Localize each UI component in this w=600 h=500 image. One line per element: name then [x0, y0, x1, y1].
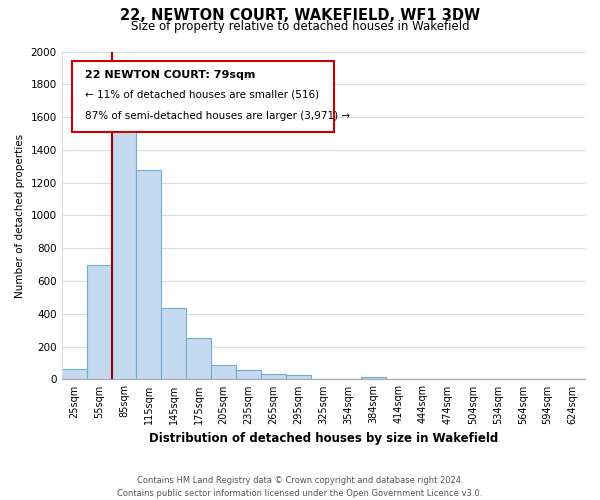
X-axis label: Distribution of detached houses by size in Wakefield: Distribution of detached houses by size …: [149, 432, 498, 445]
Bar: [161, 308, 186, 380]
Text: Size of property relative to detached houses in Wakefield: Size of property relative to detached ho…: [131, 20, 469, 33]
Bar: [86, 264, 112, 380]
Bar: [261, 374, 286, 380]
Bar: [186, 338, 211, 380]
Text: ← 11% of detached houses are smaller (516): ← 11% of detached houses are smaller (51…: [85, 89, 319, 99]
Bar: [62, 369, 86, 380]
Bar: [236, 370, 261, 380]
Bar: [361, 377, 386, 380]
Text: 87% of semi-detached houses are larger (3,971) →: 87% of semi-detached houses are larger (…: [85, 110, 350, 120]
Text: 22 NEWTON COURT: 79sqm: 22 NEWTON COURT: 79sqm: [85, 70, 256, 80]
Y-axis label: Number of detached properties: Number of detached properties: [15, 134, 25, 298]
Text: Contains HM Land Registry data © Crown copyright and database right 2024.
Contai: Contains HM Land Registry data © Crown c…: [118, 476, 482, 498]
Bar: [286, 376, 311, 380]
Bar: [112, 112, 136, 380]
Bar: [211, 364, 236, 380]
Text: 22, NEWTON COURT, WAKEFIELD, WF1 3DW: 22, NEWTON COURT, WAKEFIELD, WF1 3DW: [120, 8, 480, 22]
FancyBboxPatch shape: [72, 62, 334, 132]
Bar: [136, 170, 161, 380]
